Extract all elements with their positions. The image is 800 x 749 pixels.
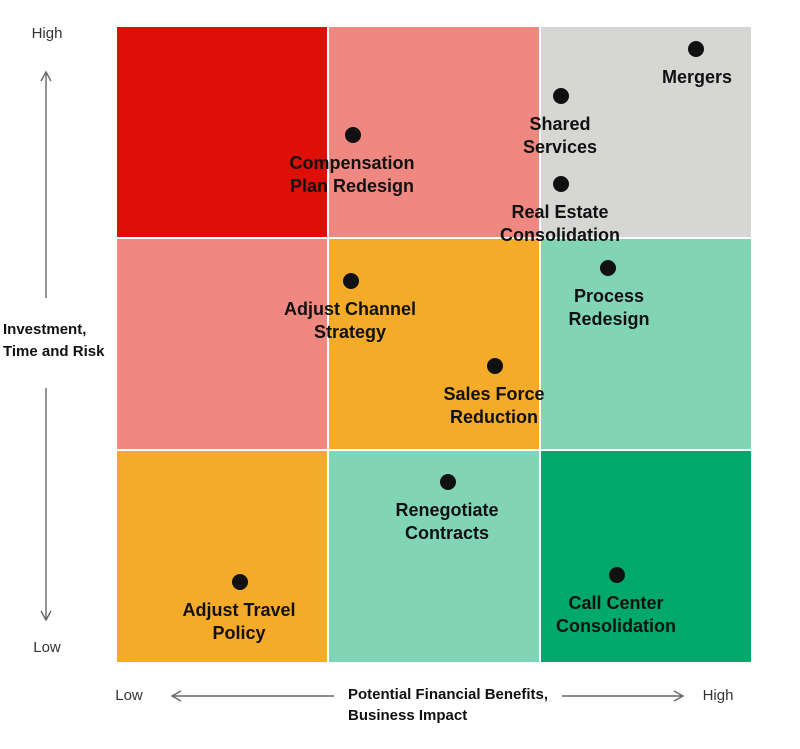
item-dot [688,41,704,57]
item-dot [440,474,456,490]
item-label: Policy [212,623,265,643]
item-dot [553,176,569,192]
item-label: Call Center [568,593,663,613]
item-label: Plan Redesign [290,176,414,196]
item-label: Consolidation [500,225,620,245]
axis-title: Business Impact [348,707,467,724]
item-label: Adjust Channel [284,299,416,319]
item-label: Contracts [405,523,489,543]
cell [329,451,539,662]
item-label: Process [574,286,644,306]
item-label: Mergers [662,67,732,87]
item-label: Consolidation [556,616,676,636]
item-label: Renegotiate [395,500,498,520]
item-dot [600,260,616,276]
item-dot [487,358,503,374]
item-label: Real Estate [511,202,608,222]
item-label: Sales Force [443,384,544,404]
cell [541,451,751,662]
item-dot [232,574,248,590]
cell [329,27,539,237]
axis-high: High [703,687,734,704]
item-label: Redesign [568,309,649,329]
cell [117,239,327,449]
axis-title: Time and Risk [3,343,105,360]
grid [117,27,751,662]
item-dot [343,273,359,289]
cell [329,239,539,449]
axis-title: Investment, [3,321,86,338]
cell [541,239,751,449]
item-label: Shared [529,114,590,134]
item-label: Reduction [450,407,538,427]
item-label: Compensation [289,153,414,173]
item-label: Adjust Travel [182,600,295,620]
axis-title: Potential Financial Benefits, [348,686,548,703]
item-label: Strategy [314,322,386,342]
item-dot [345,127,361,143]
cell [117,27,327,237]
axis-low: Low [115,687,143,704]
axis-low: Low [33,639,61,656]
item-label: Services [523,137,597,157]
cell [117,451,327,662]
item-dot [609,567,625,583]
cell [541,27,751,237]
axis-high: High [32,25,63,42]
item-dot [553,88,569,104]
